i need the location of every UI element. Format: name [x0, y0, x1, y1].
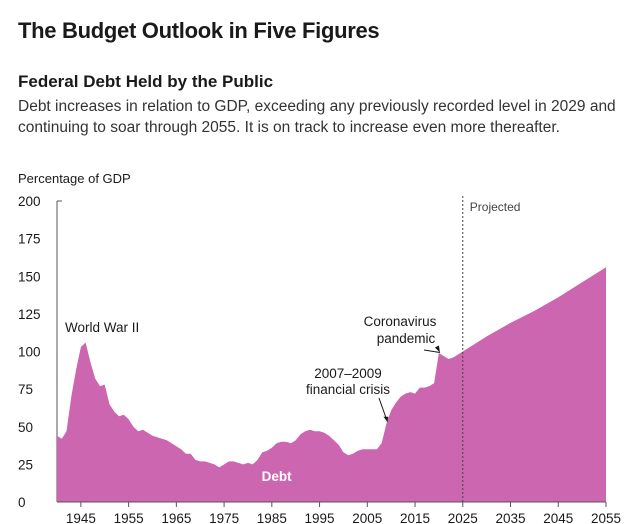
x-tick-label: 2035 — [495, 511, 525, 524]
chart-subtitle: Federal Debt Held by the Public — [18, 72, 274, 91]
x-tick-label: 1965 — [161, 511, 191, 524]
y-tick-label: 0 — [18, 495, 26, 510]
area-group: Debt — [57, 267, 606, 502]
y-tick-label: 200 — [18, 194, 41, 209]
annotation-financial-crisis: 2007–2009 financial crisis — [306, 366, 390, 397]
annotation-line: 2007–2009 — [314, 366, 382, 381]
series-label: Debt — [262, 469, 293, 484]
y-tick-label: 100 — [18, 345, 41, 360]
annotation-arrowhead — [434, 345, 440, 353]
x-axis-group: 1945 1955 1965 1975 1985 1995 2005 2015 2025 2035… — [57, 501, 621, 524]
annotation-arrowhead — [383, 416, 389, 422]
page-title: The Budget Outlook in Five Figures — [18, 18, 380, 43]
annotation-line: financial crisis — [306, 382, 390, 397]
x-tick-label: 2055 — [591, 511, 621, 524]
x-tick-label: 2025 — [448, 511, 478, 524]
x-tick-label: 2015 — [400, 511, 430, 524]
chart-description: Debt increases in relation to GDP, excee… — [18, 98, 616, 136]
x-tick-label: 1975 — [209, 511, 239, 524]
projected-label: Projected — [470, 200, 521, 214]
x-tick-label: 1945 — [66, 511, 96, 524]
y-tick-label: 150 — [18, 269, 41, 284]
y-tick-label: 50 — [18, 420, 33, 435]
y-tick-label: 75 — [18, 382, 33, 397]
annotation-line: Coronavirus — [364, 314, 437, 329]
y-axis-group: 0 25 50 75 100 125 150 175 200 — [18, 194, 62, 510]
x-tick-label: 2005 — [352, 511, 382, 524]
annotation-arrow-coronavirus — [423, 349, 440, 354]
annotation-group: World War II 2007–2009 financial crisis Cor… — [65, 314, 440, 422]
x-tick-label: 1985 — [257, 511, 287, 524]
y-axis-label-group: Percentage of GDP — [18, 171, 131, 186]
annotation-world-war-ii: World War II — [65, 320, 139, 335]
y-tick-label: 25 — [18, 457, 33, 472]
x-tick-label: 1955 — [114, 511, 144, 524]
y-tick-label: 175 — [18, 232, 41, 247]
debt-area — [57, 267, 606, 502]
y-axis-label: Percentage of GDP — [18, 171, 131, 186]
y-tick-label: 125 — [18, 307, 41, 322]
annotation-coronavirus: Coronavirus pandemic — [364, 314, 437, 346]
projected-group: Projected — [462, 196, 521, 502]
x-tick-label: 1995 — [305, 511, 335, 524]
annotation-line: pandemic — [377, 331, 436, 346]
x-tick-label: 2045 — [543, 511, 573, 524]
